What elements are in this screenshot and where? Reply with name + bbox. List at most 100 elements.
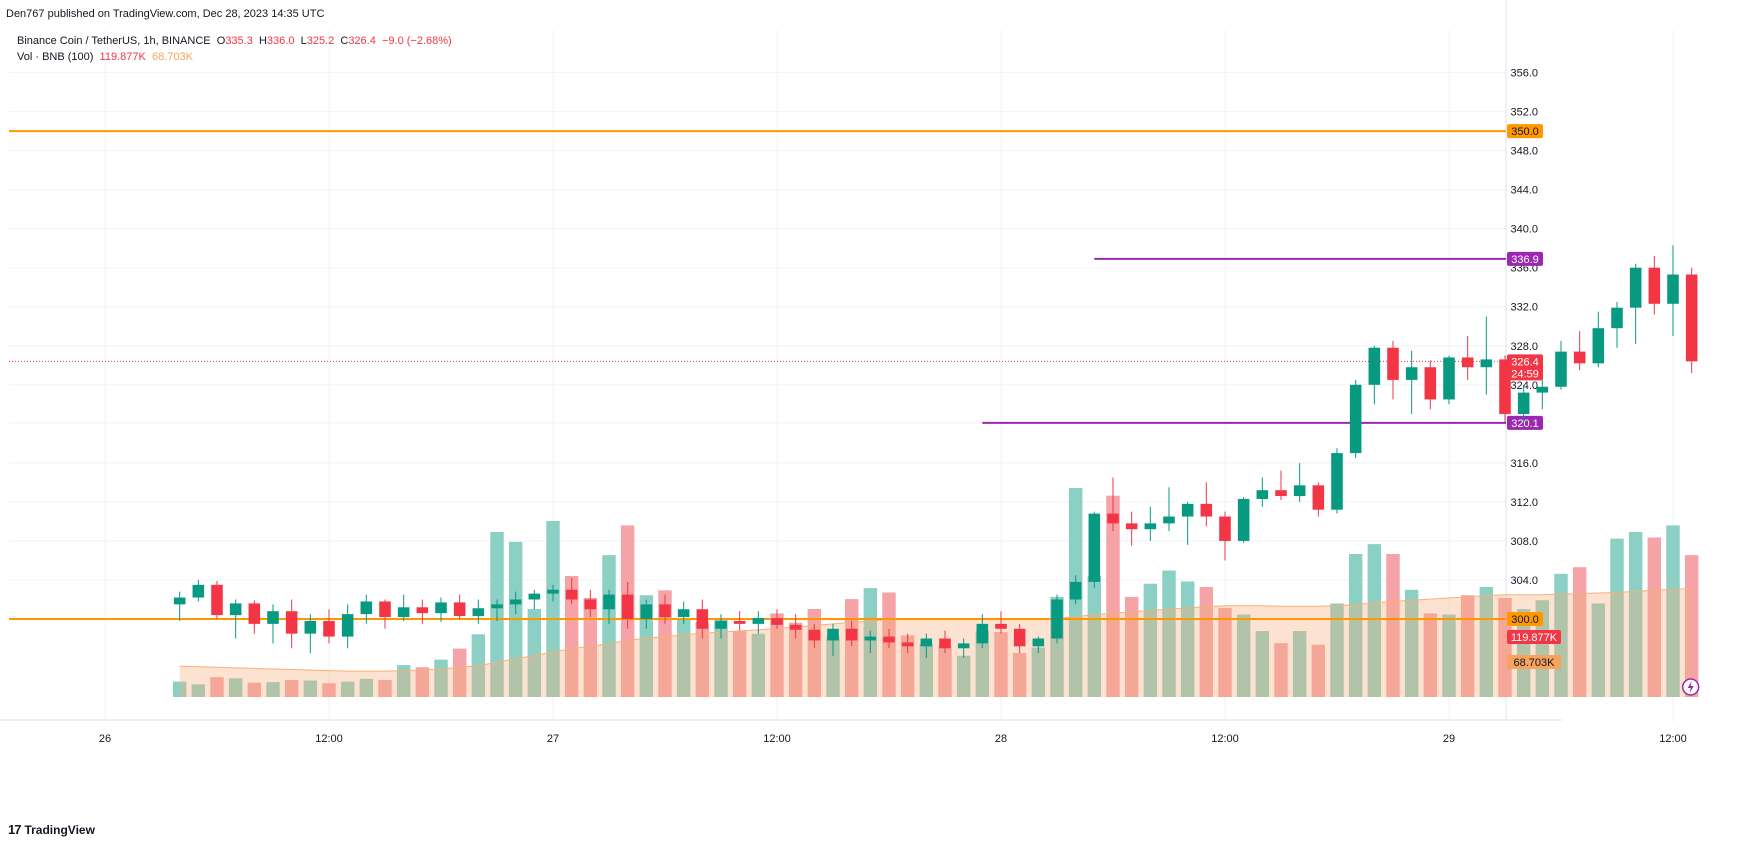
candle-body [1312, 485, 1325, 510]
high-label: H [258, 35, 267, 47]
volume-bar [1199, 587, 1214, 697]
candle-body [1629, 267, 1642, 308]
change-value: −9.0 (−2.68%) [381, 35, 452, 47]
price-tick-label: 348.0 [1510, 146, 1538, 158]
volume-bar [583, 598, 598, 697]
candle-body [1125, 523, 1138, 530]
candle-body [789, 624, 802, 630]
tradingview-brand: TradingView [24, 822, 95, 837]
volume-bar [1367, 544, 1382, 697]
time-tick-label: 12:00 [1659, 733, 1687, 745]
open-value: 335.3 [225, 35, 253, 47]
time-tick-label: 28 [995, 733, 1007, 745]
volume-bar [1236, 614, 1251, 697]
candle-body [1275, 490, 1287, 497]
price-axis-labels: 304.0 308.0 312.0 316.0 320.1 324.0 328.0 332.0… [1510, 68, 1538, 587]
close-label: C [340, 35, 349, 47]
volume-bar [1666, 525, 1680, 697]
volume-bar [1143, 583, 1158, 697]
candle-body [1088, 513, 1101, 582]
price-tick-label: 316.0 [1510, 458, 1538, 470]
volume-bar [919, 644, 934, 697]
volume-bar [994, 632, 1008, 697]
candle-body [1592, 328, 1605, 364]
volume-bar [1311, 644, 1326, 697]
level-price-tag [1507, 124, 1543, 139]
volume-bar [900, 635, 915, 697]
volume-bar [378, 679, 392, 697]
candle-body [1648, 267, 1661, 304]
price-tick-label: 344.0 [1510, 185, 1538, 197]
volume-bar [1162, 570, 1176, 697]
high-value: 336.0 [266, 35, 295, 47]
volume-value-tag [1507, 630, 1561, 644]
candle-body [173, 597, 186, 605]
volume-bar [1106, 495, 1120, 697]
volume-bar [676, 620, 691, 697]
candle-body [1424, 367, 1437, 400]
volume-bar [1460, 595, 1475, 697]
candle-body [939, 638, 951, 649]
volume-bar [322, 683, 336, 697]
candle-body [696, 609, 709, 629]
candle-body [528, 593, 541, 600]
last-price-tag [1507, 354, 1543, 381]
volume-bar [826, 636, 840, 697]
time-tick-label: 12:00 [315, 733, 343, 745]
candle-body [659, 604, 671, 618]
volume-bar [1348, 554, 1363, 697]
candle-body [621, 594, 634, 619]
candle-body [304, 620, 317, 634]
candle-body [1667, 274, 1679, 304]
candle-body [323, 620, 335, 637]
volume-bar [1180, 581, 1195, 697]
volume-label[interactable]: Vol · BNB (100) [17, 51, 94, 63]
candle-body [416, 607, 429, 614]
candle-body [472, 608, 485, 617]
candle-body [547, 589, 559, 594]
time-tick-label: 29 [1443, 733, 1455, 745]
price-tick-label: 304.0 [1510, 575, 1538, 587]
volume-bar [1479, 587, 1494, 697]
candle-body [509, 599, 522, 605]
symbol-label[interactable]: Binance Coin / TetherUS, 1h, BINANCE [17, 35, 211, 47]
volume-bar [770, 613, 784, 697]
candle-body [640, 604, 653, 619]
candle-body [1069, 581, 1082, 600]
volume-bar [975, 631, 990, 697]
volume-bar [1610, 538, 1624, 697]
candle-body [1051, 599, 1063, 639]
volume-value-label: 119.877K [1511, 632, 1558, 644]
candle-body [1107, 513, 1119, 524]
candle-body [715, 620, 727, 629]
volume-bars [172, 488, 1699, 697]
candle-body [752, 618, 765, 624]
candle-body [957, 643, 970, 649]
price-tick-label: 324.0 [1510, 380, 1538, 392]
candle-body [229, 603, 242, 616]
candle-body [1163, 516, 1175, 524]
candle-body [491, 604, 503, 609]
level-price-label: 350.0 [1511, 126, 1539, 138]
tradingview-branding[interactable]: 17 TradingView [8, 822, 95, 837]
low-value: 325.2 [306, 35, 335, 47]
volume-bar [695, 622, 710, 697]
open-label: O [216, 35, 226, 47]
volume-bar [602, 555, 616, 697]
price-tick-label: 352.0 [1510, 107, 1538, 119]
close-value: 326.4 [348, 35, 376, 47]
candle-body [453, 602, 466, 617]
candle-body [864, 636, 877, 641]
candle-body [901, 642, 914, 647]
time-tick-label: 12:00 [1211, 733, 1239, 745]
price-tick-label: 308.0 [1510, 536, 1538, 548]
candle-body [379, 601, 391, 618]
candle-body [341, 614, 354, 637]
candle-body [733, 620, 746, 624]
time-tick-label: 27 [547, 733, 559, 745]
candles [173, 245, 1698, 659]
candle-body [976, 623, 989, 644]
volume-bar [1423, 613, 1438, 697]
